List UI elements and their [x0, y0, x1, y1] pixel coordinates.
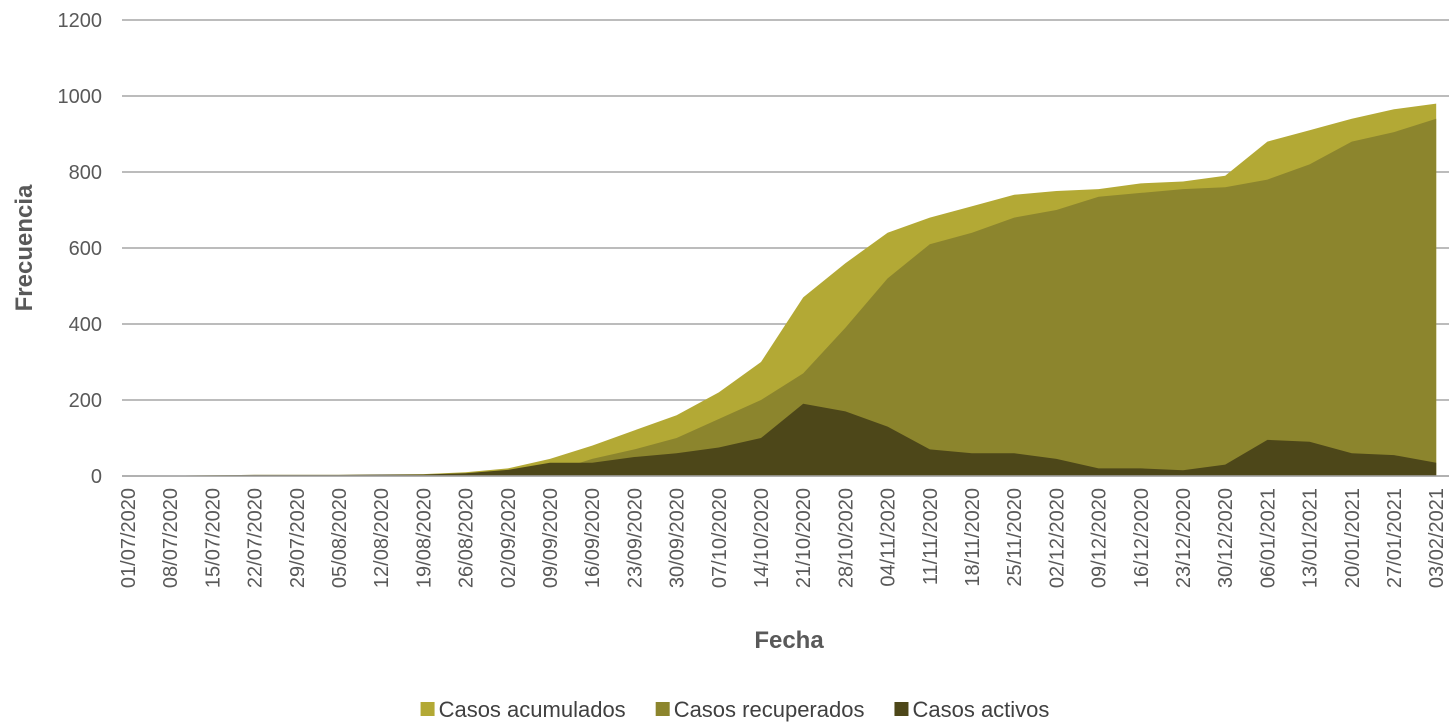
y-tick-label: 1000: [58, 86, 103, 108]
x-tick-label: 16/12/2020: [1131, 488, 1153, 588]
x-tick-label: 05/08/2020: [329, 488, 351, 588]
x-tick-label: 07/10/2020: [709, 488, 731, 588]
x-tick-label: 02/12/2020: [1046, 488, 1068, 588]
legend-label: Casos acumulados: [439, 697, 626, 722]
area: [128, 403, 1449, 476]
x-tick-label: 21/10/2020: [793, 488, 815, 588]
x-tick-label: 09/12/2020: [1089, 488, 1111, 588]
x-tick-label: 09/09/2020: [540, 488, 562, 588]
x-tick-label: 08/07/2020: [160, 488, 182, 588]
legend-swatch: [894, 702, 909, 716]
x-tick-label: 14/10/2020: [751, 488, 773, 588]
x-tick-label: 02/09/2020: [498, 488, 520, 588]
y-tick-label: 800: [69, 162, 102, 184]
x-tick-label: 01/07/2020: [118, 488, 140, 588]
x-tick-label: 06/01/2021: [1257, 488, 1279, 588]
x-tick-label: 19/08/2020: [413, 488, 435, 588]
x-tick-label: 25/11/2020: [1004, 488, 1026, 587]
y-tick-label: 600: [69, 238, 102, 260]
legend-label: Casos activos: [912, 697, 1049, 722]
x-tick-label: 12/08/2020: [371, 488, 393, 588]
x-tick-label: 22/07/2020: [245, 488, 267, 588]
x-tick-label: 30/12/2020: [1215, 488, 1237, 588]
area: [128, 118, 1449, 477]
x-tick-label: 23/09/2020: [624, 488, 646, 588]
x-tick-label: 26/08/2020: [456, 488, 478, 588]
x-axis-label: Fecha: [754, 627, 824, 654]
x-tick-label: 15/07/2020: [202, 488, 224, 588]
x-tick-label: 28/10/2020: [835, 488, 857, 588]
legend-label: Casos recuperados: [674, 697, 865, 722]
x-tick-label: 13/01/2021: [1300, 488, 1322, 588]
x-tick-label: 04/11/2020: [878, 488, 900, 587]
x-tick-label: 27/01/2021: [1384, 488, 1406, 588]
x-tick-label: 11/11/2020: [920, 488, 942, 585]
x-tick-label: 16/09/2020: [582, 488, 604, 588]
x-tick-label: 23/12/2020: [1173, 488, 1195, 588]
x-tick-label: 18/11/2020: [962, 488, 984, 587]
x-tick-label: 29/07/2020: [287, 488, 309, 588]
y-axis-label: Frecuencia: [11, 184, 38, 311]
x-tick-label: 03/02/2021: [1426, 488, 1448, 588]
y-tick-label: 0: [91, 466, 102, 488]
y-tick-label: 200: [69, 390, 102, 412]
x-tick-label: 30/09/2020: [667, 488, 689, 588]
x-tick-label: 20/01/2021: [1342, 488, 1364, 588]
legend: Casos acumulados Casos recuperados Casos a…: [420, 697, 1049, 722]
legend-swatch: [420, 702, 435, 716]
legend-swatch: [655, 702, 670, 716]
y-tick-label: 1200: [58, 10, 103, 32]
y-tick-label: 400: [69, 314, 102, 336]
